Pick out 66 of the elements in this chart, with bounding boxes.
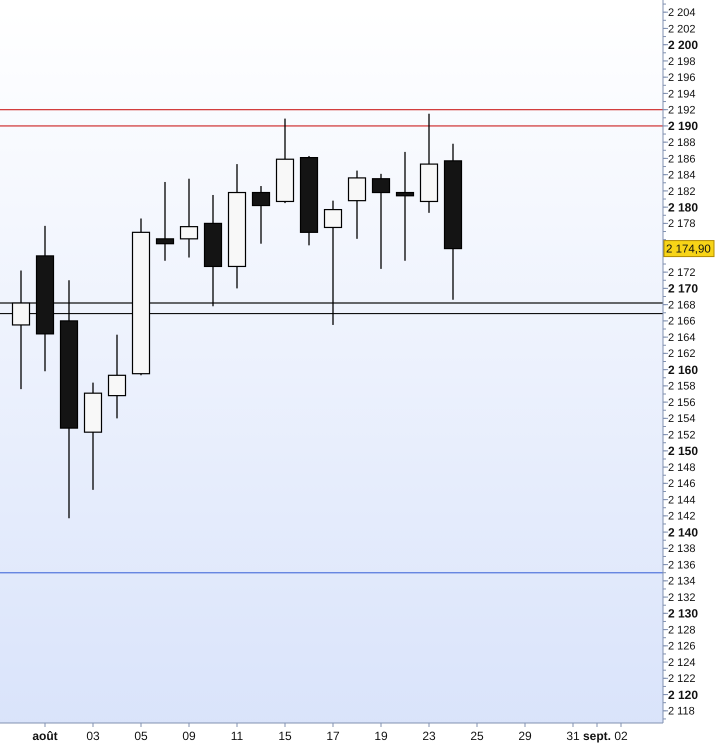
y-tick-label: 2 148 [668, 462, 696, 474]
y-tick-label: 2 164 [668, 332, 696, 344]
x-tick-label: 03 [86, 729, 100, 743]
y-tick-label: 2 150 [668, 444, 698, 458]
y-tick-label: 2 140 [668, 525, 698, 540]
y-tick-label: 2 166 [668, 316, 696, 328]
x-tick-label: 29 [518, 729, 532, 743]
x-tick-label: 25 [470, 729, 484, 743]
x-tick-label: 23 [422, 729, 436, 743]
text: 2 174,90 [666, 244, 711, 256]
x-tick-label: 11 [230, 729, 244, 743]
candlestick [372, 173, 390, 270]
x-tick-label: 17 [326, 729, 340, 743]
y-tick-label: 2 156 [668, 396, 696, 409]
x-tick-label: août [32, 729, 58, 743]
y-tick-label: 2 202 [668, 23, 696, 36]
y-tick-label: 2 126 [668, 640, 696, 653]
x-tick-label: 19 [374, 729, 388, 743]
y-tick-label: 2 146 [668, 478, 696, 490]
y-tick-label: 2 160 [668, 362, 698, 377]
y-tick-label: 2 138 [668, 543, 696, 556]
candlestick [108, 334, 126, 420]
candlestick [324, 200, 342, 326]
y-tick-label: 2 158 [668, 380, 696, 393]
y-tick-label: 2 172 [668, 266, 696, 279]
candlestick [348, 170, 366, 240]
x-tick-label: sept. [582, 729, 612, 743]
candlestick [252, 185, 270, 244]
y-tick-label: 2 188 [668, 137, 696, 150]
y-tick-label: 2 122 [668, 673, 696, 686]
x-tick-label: 15 [278, 729, 292, 743]
y-tick-label: 2 136 [668, 559, 696, 572]
x-tick-label: 05 [134, 729, 148, 743]
y-tick-label: 2 162 [668, 348, 696, 360]
x-tick-label: 31 [566, 729, 580, 743]
y-tick-label: 2 168 [668, 299, 696, 312]
y-tick-label: 2 132 [668, 592, 696, 604]
y-tick-label: 2 180 [668, 200, 698, 214]
y-tick-label: 2 184 [668, 170, 696, 182]
candlestick [156, 181, 174, 262]
y-tick-label: 2 190 [668, 119, 698, 134]
y-tick-label: 2 130 [668, 606, 698, 621]
y-tick-label: 2 192 [668, 104, 696, 117]
y-tick-label: 2 128 [668, 624, 696, 636]
y-tick-label: 2 154 [668, 413, 696, 426]
y-tick-label: 2 144 [668, 494, 696, 506]
y-tick-label: 2 196 [668, 72, 696, 84]
y-tick-label: 2 198 [668, 56, 696, 68]
y-tick-label: 2 204 [668, 7, 696, 20]
y-tick-label: 2 124 [668, 656, 696, 669]
candlestick [396, 151, 414, 262]
candlestick [180, 178, 198, 258]
x-tick-label: 09 [182, 729, 196, 743]
y-tick-label: 2 142 [668, 510, 696, 523]
y-tick-label: 2 134 [668, 576, 696, 588]
y-tick-label: 2 182 [668, 186, 696, 198]
x-tick-label: 02 [614, 729, 628, 743]
y-tick-label: 2 170 [668, 282, 698, 296]
y-tick-label: 2 152 [668, 429, 696, 442]
y-tick-label: 2 120 [668, 688, 698, 702]
y-tick-label: 2 178 [668, 218, 696, 230]
y-tick-label: 2 118 [668, 706, 695, 718]
y-tick-label: 2 200 [668, 38, 698, 52]
candlestick [12, 270, 30, 390]
y-tick-label: 2 194 [668, 88, 696, 100]
y-tick-label: 2 186 [668, 153, 696, 166]
